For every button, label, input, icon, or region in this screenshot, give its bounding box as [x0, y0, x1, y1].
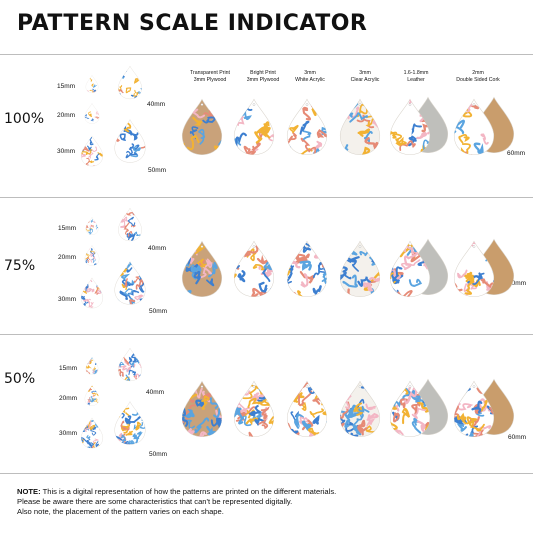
size-label-30mm: 30mm — [57, 148, 76, 155]
sample-drop-40mm — [118, 207, 142, 242]
size-label-15mm: 15mm — [58, 225, 77, 232]
material-drop-bright-plywood — [233, 240, 275, 297]
material-header-leather: 1.6-1.8mm Leather — [403, 70, 429, 83]
size-label-50mm: 50mm — [149, 451, 168, 458]
divider-bottom — [0, 473, 533, 474]
material-drop-clear-acrylic — [339, 240, 381, 297]
material-drop-leather — [389, 380, 431, 437]
size-label-15mm: 15mm — [59, 365, 78, 372]
sample-drop-20mm — [84, 385, 100, 406]
page-title: PATTERN SCALE INDICATOR — [17, 11, 368, 36]
size-label-60mm: 60mm — [508, 434, 527, 441]
size-label-20mm: 20mm — [59, 395, 78, 402]
footer-note: NOTE: This is a digital representation o… — [17, 487, 517, 517]
divider-2 — [0, 334, 533, 335]
material-header-cork: 2mm Double Sided Cork — [456, 70, 500, 83]
sample-drop-15mm — [85, 357, 99, 375]
material-header-clear-acrylic: 3mm Clear Acrylic — [350, 70, 380, 83]
size-label-40mm: 40mm — [147, 101, 166, 108]
size-label-30mm: 30mm — [59, 430, 78, 437]
size-label-50mm: 50mm — [149, 308, 168, 315]
sample-drop-50mm — [114, 261, 146, 305]
material-drop-white-acrylic — [286, 240, 328, 297]
sample-drop-40mm — [118, 347, 142, 382]
sample-drop-30mm — [81, 277, 103, 309]
scale-label-50: 50% — [4, 371, 36, 387]
material-drop-bright-plywood — [233, 380, 275, 437]
size-label-60mm: 60mm — [507, 150, 526, 157]
material-header-transparent-plywood: Transparent Print 3mm Plywood — [190, 70, 230, 83]
size-label-40mm: 40mm — [148, 245, 167, 252]
material-drop-cork — [453, 98, 495, 155]
material-drop-leather — [389, 98, 431, 155]
material-header-bright-plywood: Bright Print 3mm Plywood — [246, 70, 280, 83]
size-label-20mm: 20mm — [58, 254, 77, 261]
note-label: NOTE: — [17, 487, 41, 496]
material-drop-leather — [389, 240, 431, 297]
divider-top — [0, 54, 533, 55]
material-drop-white-acrylic — [286, 380, 328, 437]
material-drop-white-acrylic — [286, 98, 328, 155]
divider-1 — [0, 197, 533, 198]
material-drop-clear-acrylic — [339, 380, 381, 437]
sample-drop-15mm — [85, 217, 99, 235]
sample-drop-30mm — [81, 135, 103, 167]
note-line3: Also note, the placement of the pattern … — [17, 507, 224, 516]
note-line1: This is a digital representation of how … — [40, 487, 337, 496]
material-header-white-acrylic: 3mm White Acrylic — [295, 70, 325, 83]
material-drop-transparent-plywood — [181, 380, 223, 437]
material-drop-transparent-plywood — [181, 98, 223, 155]
size-label-30mm: 30mm — [58, 296, 77, 303]
material-drop-bright-plywood — [233, 98, 275, 155]
scale-label-75: 75% — [4, 258, 36, 274]
sample-drop-50mm — [114, 119, 146, 163]
size-label-40mm: 40mm — [146, 389, 165, 396]
material-drop-clear-acrylic — [339, 98, 381, 155]
size-label-15mm: 15mm — [57, 83, 76, 90]
sample-drop-30mm — [81, 417, 103, 449]
material-drop-transparent-plywood — [181, 240, 223, 297]
material-drop-cork — [453, 240, 495, 297]
size-label-60mm: 60mm — [508, 280, 527, 287]
size-label-20mm: 20mm — [57, 112, 76, 119]
material-drop-cork — [453, 380, 495, 437]
sample-drop-40mm — [118, 65, 142, 100]
sample-drop-15mm — [85, 75, 99, 93]
sample-drop-50mm — [114, 401, 146, 445]
sample-drop-20mm — [84, 103, 100, 124]
scale-label-100: 100% — [4, 111, 45, 127]
note-line2: Please be aware there are some character… — [17, 497, 293, 506]
sample-drop-20mm — [84, 245, 100, 266]
size-label-50mm: 50mm — [148, 167, 167, 174]
